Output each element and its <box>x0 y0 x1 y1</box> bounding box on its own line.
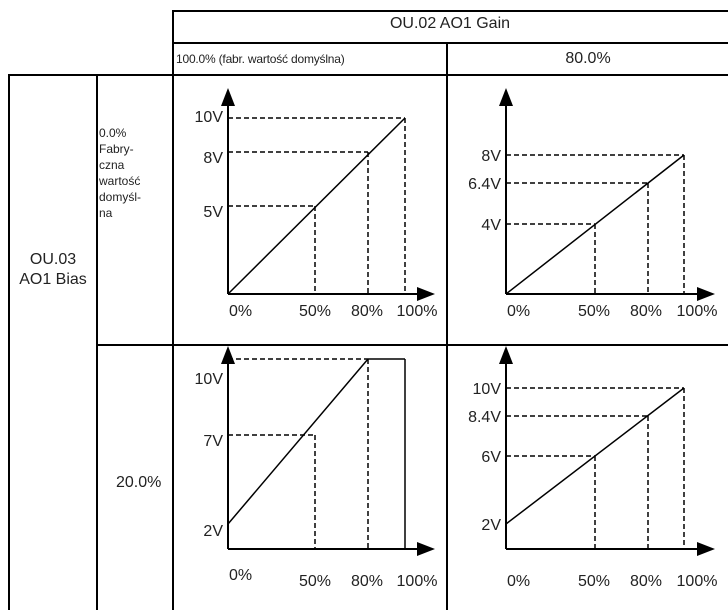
y-label: 7V <box>203 433 223 450</box>
x-label: 50% <box>578 573 610 590</box>
row-label-20: 20.0% <box>116 474 162 491</box>
x-label: 100% <box>397 573 438 590</box>
y-label: 5V <box>203 204 223 221</box>
row-label-line: wartość <box>99 174 141 188</box>
col-header-default: 100.0% (fabr. wartość domyślna) <box>176 52 345 66</box>
x-label: 100% <box>397 303 438 320</box>
x-label: 80% <box>630 303 662 320</box>
graph-gain80-bias0: 8V 6.4V 4V 0% 50% 80% 100% <box>468 88 718 320</box>
x-label: 0% <box>229 303 252 320</box>
x-label: 100% <box>677 573 718 590</box>
header-divider <box>172 42 728 44</box>
label-col-divider <box>172 10 174 610</box>
row-divider <box>96 344 728 346</box>
graph-gain100-bias20: 10V 7V 2V 0% 50% 80% 100% <box>195 346 438 590</box>
x-label: 80% <box>630 573 662 590</box>
x-label: 0% <box>507 573 530 590</box>
y-label: 8V <box>203 150 223 167</box>
x-label: 50% <box>578 303 610 320</box>
table-top-border <box>172 10 728 12</box>
y-label: 4V <box>481 217 501 234</box>
y-label: 2V <box>203 523 223 540</box>
x-label: 50% <box>299 573 331 590</box>
bias-header-line1: OU.03 <box>29 251 77 268</box>
gain-header: OU.02 AO1 Gain <box>389 15 511 32</box>
row-label-line: czna <box>99 158 125 172</box>
y-label: 10V <box>195 109 224 126</box>
row-label-line: na <box>99 206 113 220</box>
gain-col-divider <box>446 42 448 610</box>
y-label: 10V <box>195 371 224 388</box>
y-label: 6V <box>481 449 501 466</box>
y-label: 8.4V <box>468 409 501 426</box>
row-label-line: 0.0% <box>99 126 127 140</box>
graph-gain80-bias20: 10V 8.4V 6V 2V 0% 50% 80% 100% <box>468 346 718 590</box>
x-label: 0% <box>507 303 530 320</box>
x-label: 50% <box>299 303 331 320</box>
y-label: 10V <box>473 381 502 398</box>
bias-header-line2: AO1 Bias <box>19 271 87 288</box>
x-label: 80% <box>351 303 383 320</box>
col-header-80: 80.0% <box>565 50 611 67</box>
y-label: 2V <box>481 517 501 534</box>
x-label: 0% <box>229 567 252 584</box>
row-label-default: 0.0% Fabry- czna wartość domyśl- na <box>99 125 171 255</box>
y-label: 6.4V <box>468 176 501 193</box>
y-label: 8V <box>481 148 501 165</box>
row-label-line: domyśl- <box>99 190 142 204</box>
bias-col-divider <box>96 74 98 610</box>
x-label: 100% <box>677 303 718 320</box>
row-label-line: Fabry- <box>99 142 134 156</box>
x-label: 80% <box>351 573 383 590</box>
left-border <box>8 74 10 610</box>
subheader-divider <box>8 74 728 76</box>
graph-gain100-bias0: 10V 8V 5V 0% 50% 80% 100% <box>195 88 438 320</box>
